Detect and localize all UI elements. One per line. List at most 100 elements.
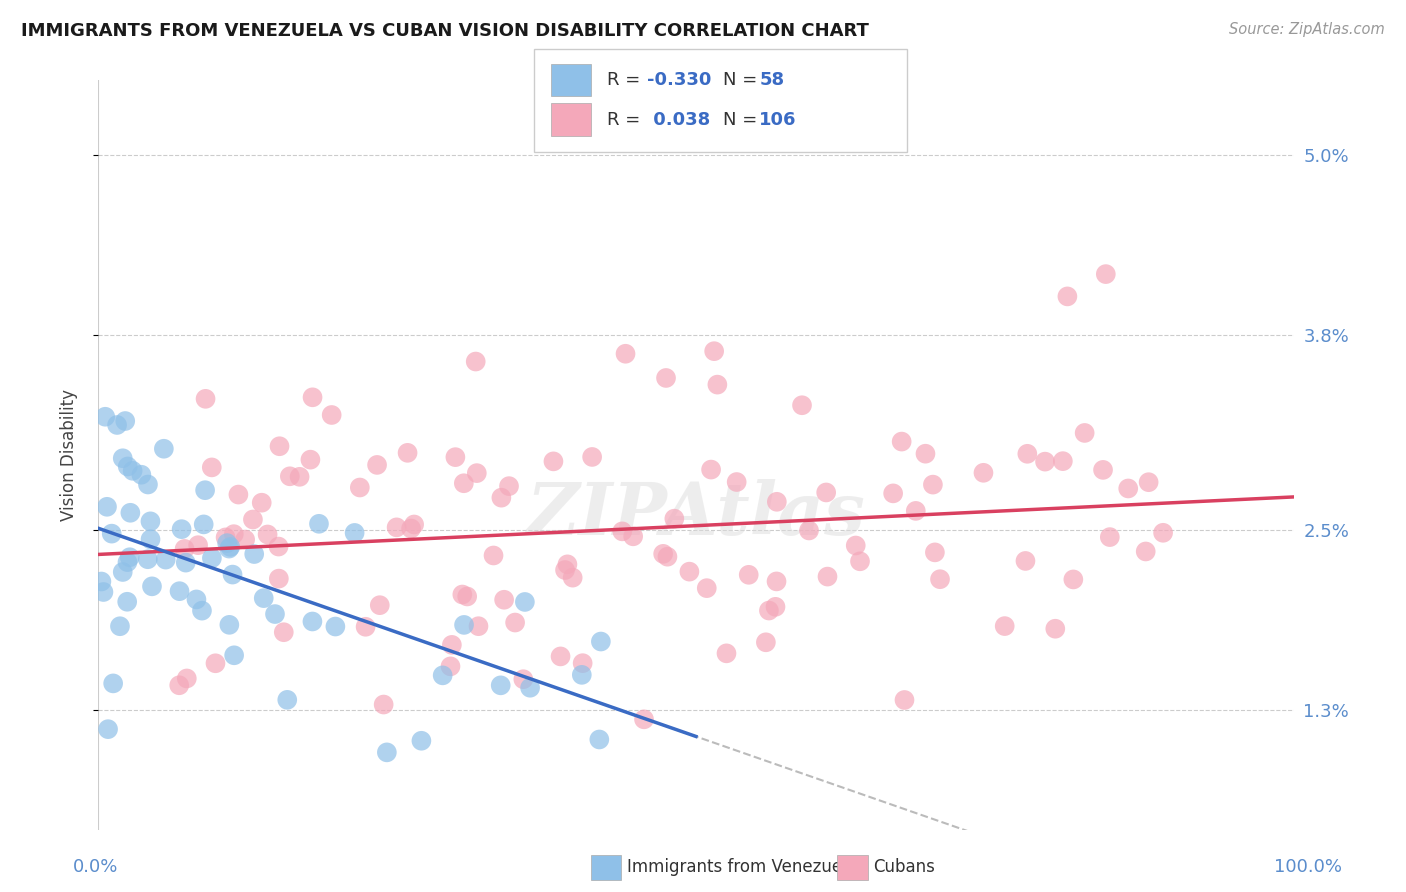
Point (94, 409, 117, 424)
Point (657, 549, 679, 564)
Text: 0.0%: 0.0% (73, 858, 118, 876)
Point (1017, 447, 1039, 461)
Point (105, 417, 128, 432)
Point (97, 722, 120, 736)
Point (766, 495, 789, 509)
Point (131, 467, 153, 482)
Point (696, 581, 718, 595)
Point (1045, 622, 1067, 636)
Point (797, 524, 820, 538)
Point (120, 506, 142, 520)
Point (1014, 554, 1036, 568)
Point (411, 733, 433, 747)
Point (186, 592, 208, 607)
Text: 106: 106 (759, 111, 797, 128)
Point (167, 678, 190, 692)
Point (218, 541, 240, 556)
Point (453, 618, 475, 632)
Point (250, 496, 273, 510)
Point (253, 591, 276, 606)
Point (664, 511, 686, 525)
Point (1116, 482, 1139, 496)
Point (882, 486, 904, 500)
Point (790, 398, 813, 412)
Point (491, 491, 513, 505)
Point (503, 615, 526, 630)
Point (325, 619, 347, 633)
Point (1033, 455, 1056, 469)
Point (706, 377, 728, 392)
Point (228, 487, 250, 501)
Point (201, 551, 224, 566)
Point (725, 475, 748, 489)
Point (194, 483, 217, 498)
Text: N =: N = (723, 71, 762, 89)
Point (557, 558, 579, 572)
Point (242, 512, 264, 526)
Point (456, 590, 478, 604)
Point (343, 525, 366, 540)
Text: 58: 58 (759, 71, 785, 89)
Point (512, 672, 534, 686)
Point (589, 634, 612, 648)
Point (139, 533, 162, 547)
Point (972, 466, 994, 480)
Point (1056, 289, 1078, 303)
Text: N =: N = (723, 111, 762, 128)
Point (221, 567, 243, 582)
Point (1135, 544, 1157, 558)
Text: 100.0%: 100.0% (1274, 858, 1341, 876)
Point (453, 476, 475, 491)
Point (214, 530, 236, 544)
Point (101, 676, 124, 690)
Point (1098, 530, 1121, 544)
Point (169, 584, 191, 599)
Point (269, 439, 291, 453)
Point (233, 533, 256, 547)
Point (765, 574, 787, 589)
Point (153, 442, 176, 456)
Point (893, 693, 915, 707)
Point (288, 470, 311, 484)
Point (440, 638, 463, 652)
Point (444, 450, 467, 464)
Text: IMMIGRANTS FROM VENEZUELA VS CUBAN VISION DISABILITY CORRELATION CHART: IMMIGRANTS FROM VENEZUELA VS CUBAN VISIO… (21, 22, 869, 40)
Point (1137, 475, 1160, 490)
Point (519, 681, 541, 695)
Point (614, 347, 637, 361)
Point (222, 527, 245, 541)
Point (354, 620, 377, 634)
Point (373, 698, 395, 712)
Point (204, 657, 226, 671)
Point (217, 536, 239, 550)
Point (1152, 525, 1174, 540)
Point (399, 522, 422, 536)
Point (176, 672, 198, 686)
Point (652, 547, 675, 561)
Point (451, 587, 474, 601)
Point (396, 446, 419, 460)
Point (191, 604, 214, 618)
Point (194, 392, 217, 406)
Point (561, 571, 583, 585)
Point (1092, 463, 1115, 477)
Point (187, 538, 209, 552)
Point (571, 668, 593, 682)
Point (755, 635, 778, 649)
Point (482, 549, 505, 563)
Point (550, 649, 572, 664)
Point (218, 617, 240, 632)
Point (700, 462, 723, 476)
Point (273, 625, 295, 640)
Point (439, 659, 461, 673)
Point (256, 527, 278, 541)
Text: 0.038: 0.038 (647, 111, 710, 128)
Point (276, 693, 298, 707)
Point (96, 500, 118, 514)
Point (201, 460, 224, 475)
Y-axis label: Vision Disability: Vision Disability (59, 389, 77, 521)
Point (173, 541, 195, 556)
Point (1094, 267, 1116, 281)
Point (904, 504, 927, 518)
Point (404, 517, 426, 532)
